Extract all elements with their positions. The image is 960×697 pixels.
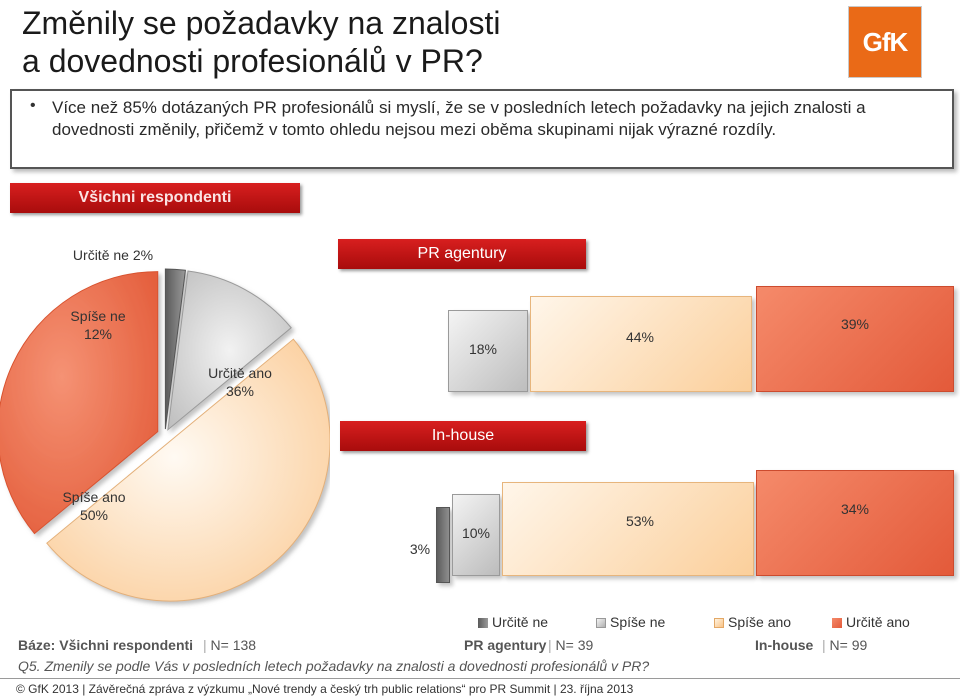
legend-label: Spíše ne xyxy=(610,614,666,630)
pie-label-spise-ne-value: 12% xyxy=(83,326,113,342)
all-respondents-title: Všichni respondenti xyxy=(10,183,300,213)
inhouse-label-spise-ne: 10% xyxy=(461,525,491,541)
pie-label-spise-ne: Spíše ne 12% xyxy=(48,307,148,343)
inhouse-label-spise-ano: 53% xyxy=(625,513,655,529)
pr-label-urcite-ano: 39% xyxy=(840,316,870,332)
legend: Určitě ne Spíše ne Spíše ano Určitě ano xyxy=(478,614,958,634)
pie-label-spise-ano: Spíše ano 50% xyxy=(44,488,144,524)
inhouse-label-urcite-ano: 34% xyxy=(840,501,870,517)
legend-item-urcite-ne: Určitě ne xyxy=(478,614,548,630)
legend-swatch-icon xyxy=(478,618,488,628)
base-all-n: | N= 138 xyxy=(203,637,257,653)
title-line-2: a dovednosti profesionálů v PR? xyxy=(22,43,483,79)
base-row: Báze: Všichni respondenti | N= 138 PR ag… xyxy=(18,637,948,655)
inhouse-label-urcite-ne: 3% xyxy=(409,541,431,557)
inhouse-title: In-house xyxy=(340,421,586,451)
pr-agencies-title: PR agentury xyxy=(338,239,586,269)
pie-slice-urcite-ano xyxy=(0,271,159,535)
base-inhouse-n-value: N= 99 xyxy=(829,637,868,653)
legend-item-spise-ano: Spíše ano xyxy=(714,614,791,630)
base-all-n-value: N= 138 xyxy=(210,637,257,653)
pie-slice-urcite-ne xyxy=(164,268,186,430)
base-inhouse-label: In-house xyxy=(755,637,814,653)
legend-label: Spíše ano xyxy=(728,614,792,630)
legend-item-urcite-ano: Určitě ano xyxy=(832,614,910,630)
pr-label-spise-ne: 18% xyxy=(468,341,498,357)
inhouse-bar-spise-ano xyxy=(502,482,754,576)
pie-label-urcite-ano: Určitě ano 36% xyxy=(190,364,290,400)
inhouse-bar-urcite-ne xyxy=(436,507,450,583)
pie-slice-spise-ano xyxy=(46,338,330,602)
inhouse-bar-spise-ne xyxy=(452,494,500,576)
pie-label-spise-ano-value: 50% xyxy=(79,507,109,523)
pr-bar-spise-ne xyxy=(448,310,528,392)
pie-label-urcite-ano-name: Určitě ano xyxy=(208,365,272,381)
legend-swatch-icon xyxy=(596,618,606,628)
page-title: Změnily se požadavky na znalosti a doved… xyxy=(22,4,822,80)
footer-text: © GfK 2013 | Závěrečná zpráva z výzkumu … xyxy=(16,682,634,696)
pr-label-spise-ano: 44% xyxy=(625,329,655,345)
logo-text: GfK xyxy=(862,27,909,57)
pr-bar-spise-ano xyxy=(530,296,752,392)
legend-label: Určitě ano xyxy=(846,614,910,630)
pie-chart xyxy=(0,268,330,602)
base-pr-n-value: N= 39 xyxy=(555,637,594,653)
pie-slice-spise-ne xyxy=(167,270,292,431)
legend-swatch-icon xyxy=(714,618,724,628)
title-line-1: Změnily se požadavky na znalosti xyxy=(22,5,501,41)
summary-box: • Více než 85% dotázaných PR profesionál… xyxy=(10,89,954,169)
base-all: Báze: Všichni respondenti xyxy=(18,637,193,653)
inhouse-bar-urcite-ano xyxy=(756,470,954,576)
pie-label-spise-ne-name: Spíše ne xyxy=(70,308,126,324)
pie-label-urcite-ano-value: 36% xyxy=(225,383,255,399)
legend-item-spise-ne: Spíše ne xyxy=(596,614,665,630)
question-text: Q5. Zmenily se podle Vás v posledních le… xyxy=(18,658,650,674)
legend-label: Určitě ne xyxy=(492,614,549,630)
pr-bar-urcite-ano xyxy=(756,286,954,392)
pie-label-urcite-ne: Určitě ne 2% xyxy=(72,247,154,263)
footer: © GfK 2013 | Závěrečná zpráva z výzkumu … xyxy=(0,678,960,697)
base-pr-label: PR agentury xyxy=(464,637,547,653)
pie-label-spise-ano-name: Spíše ano xyxy=(62,489,126,505)
gfk-logo: GfK xyxy=(848,6,922,78)
summary-text: Více než 85% dotázaných PR profesionálů … xyxy=(52,98,866,139)
base-pr-n: | N= 39 xyxy=(548,637,594,653)
base-inhouse-n: | N= 99 xyxy=(822,637,868,653)
legend-swatch-icon xyxy=(832,618,842,628)
bullet-icon: • xyxy=(30,97,36,114)
base-all-label: Všichni respondenti xyxy=(59,637,194,653)
base-label: Báze: xyxy=(18,637,56,653)
